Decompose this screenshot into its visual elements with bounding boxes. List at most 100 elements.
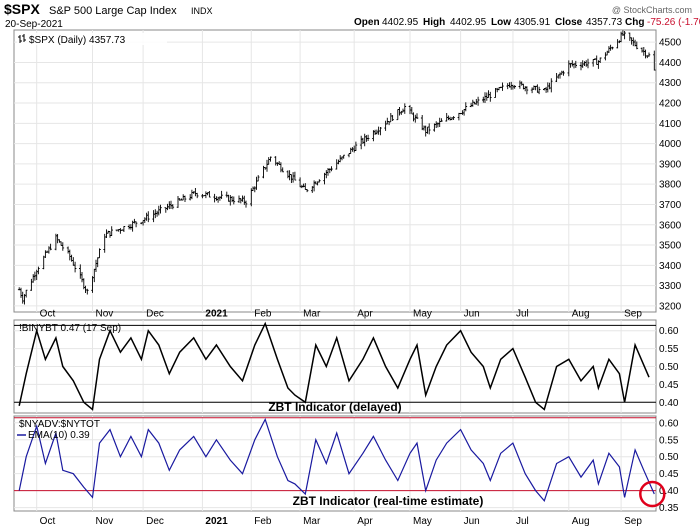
price-bar (243, 195, 246, 205)
price-bar (415, 113, 419, 119)
chg-value: -75.26 (-1.70%) (647, 17, 700, 28)
price-bar (84, 285, 87, 293)
price-bar (379, 127, 382, 136)
price-bar (298, 177, 302, 188)
x-tick-label: Aug (572, 309, 590, 320)
low-value: 4305.91 (514, 17, 551, 28)
price-bar (452, 116, 455, 120)
symbol-title: $SPX (4, 1, 40, 17)
price-bar (361, 137, 365, 144)
x-tick-label: Apr (357, 516, 373, 527)
price-grid (14, 30, 656, 312)
price-bar (373, 129, 377, 135)
oscillator-y-tick-label: 0.60 (659, 418, 679, 429)
open-label: Open (354, 17, 380, 28)
price-bar (644, 49, 647, 59)
price-bar (595, 55, 598, 66)
price-bar (157, 205, 161, 216)
price-bar (68, 249, 72, 261)
x-tick-label: Sep (624, 309, 642, 320)
x-tick-label: Nov (96, 516, 114, 527)
price-bar (105, 229, 108, 238)
price-bar (239, 198, 243, 204)
price-bar (229, 195, 232, 206)
price-bar (255, 176, 258, 190)
price-bar (536, 84, 539, 93)
delayed-label: ZBT Indicator (delayed) (268, 400, 401, 414)
price-y-tick-label: 3400 (659, 261, 682, 272)
price-bar (145, 212, 148, 221)
price-y-ticks: 3200 3300 3400 3500 3600 3700 3800 3900 4000 4100… (659, 38, 682, 313)
price-legend-bg (17, 33, 167, 45)
price-bar (35, 269, 38, 280)
price-bar (389, 113, 393, 123)
x-ticks-bottom: Oct Nov Dec 2021 Feb Mar Apr May Jun Jul Aug Sep (40, 516, 643, 527)
price-bar (176, 196, 180, 208)
price-bar (447, 115, 450, 121)
price-bar (347, 153, 351, 158)
x-tick-label: Apr (357, 309, 373, 320)
x-tick-label: Jun (464, 516, 480, 527)
price-bar (598, 57, 602, 63)
oscillator-y-tick-label: 0.40 (659, 486, 679, 497)
price-bar (183, 195, 187, 202)
x-tick-label: Oct (40, 309, 56, 320)
price-bar (400, 110, 403, 115)
price-legend-bars (18, 34, 26, 43)
price-bar (403, 103, 407, 114)
x-tick-label: Jul (516, 309, 529, 320)
oscillator-y-tick-label: 0.40 (659, 398, 679, 409)
realtime-series-line (18, 417, 655, 503)
high-value: 4402.95 (450, 17, 487, 28)
price-bar (464, 102, 468, 112)
price-y-tick-label: 4200 (659, 99, 682, 110)
close-value: 4357.73 (586, 17, 623, 28)
price-bar (653, 50, 656, 71)
price-bar (194, 188, 197, 197)
price-bar (448, 116, 452, 121)
watermark: @ StockCharts.com (612, 5, 692, 15)
price-bar (640, 47, 644, 53)
x-tick-label: Sep (624, 516, 642, 527)
price-bar (623, 31, 626, 40)
delayed-y-ticks: 0.40 0.45 0.50 0.55 0.60 (659, 326, 679, 409)
price-bar (558, 72, 562, 79)
price-bar (31, 274, 35, 283)
price-bar (143, 217, 147, 223)
price-bar (476, 96, 480, 106)
price-y-tick-label: 4000 (659, 139, 682, 150)
price-bar (58, 239, 61, 243)
price-bar (560, 70, 564, 75)
oscillator-y-tick-label: 0.45 (659, 380, 679, 391)
open-value: 4402.95 (382, 17, 419, 28)
price-bar (73, 261, 77, 273)
price-y-tick-label: 4300 (659, 78, 682, 89)
close-label: Close (555, 17, 583, 28)
price-bar (422, 125, 426, 131)
price-bar (604, 52, 607, 61)
x-tick-label: Aug (572, 516, 590, 527)
x-ticks-top: Oct Nov Dec 2021 Feb Mar Apr May Jun Jul Aug Sep (40, 309, 643, 320)
price-bar (349, 147, 352, 154)
x-tick-label: Mar (303, 309, 321, 320)
price-y-tick-label: 3500 (659, 241, 682, 252)
price-bar (152, 210, 155, 223)
price-bar (47, 246, 51, 254)
price-bar (91, 276, 94, 293)
realtime-panel-frame (13, 415, 657, 512)
price-bar (19, 287, 23, 298)
price-y-tick-label: 3800 (659, 180, 682, 191)
price-bar (550, 78, 553, 93)
high-label: High (423, 17, 445, 28)
price-bar (134, 221, 138, 228)
price-bar (605, 50, 609, 56)
price-bar (530, 87, 534, 94)
oscillator-y-tick-label: 0.50 (659, 362, 679, 373)
price-bar (215, 196, 218, 201)
price-y-tick-label: 4400 (659, 58, 682, 69)
price-bar (412, 112, 415, 122)
price-bar (37, 266, 40, 275)
price-bar (244, 200, 248, 208)
price-bar (557, 74, 560, 79)
price-bar (181, 194, 185, 201)
